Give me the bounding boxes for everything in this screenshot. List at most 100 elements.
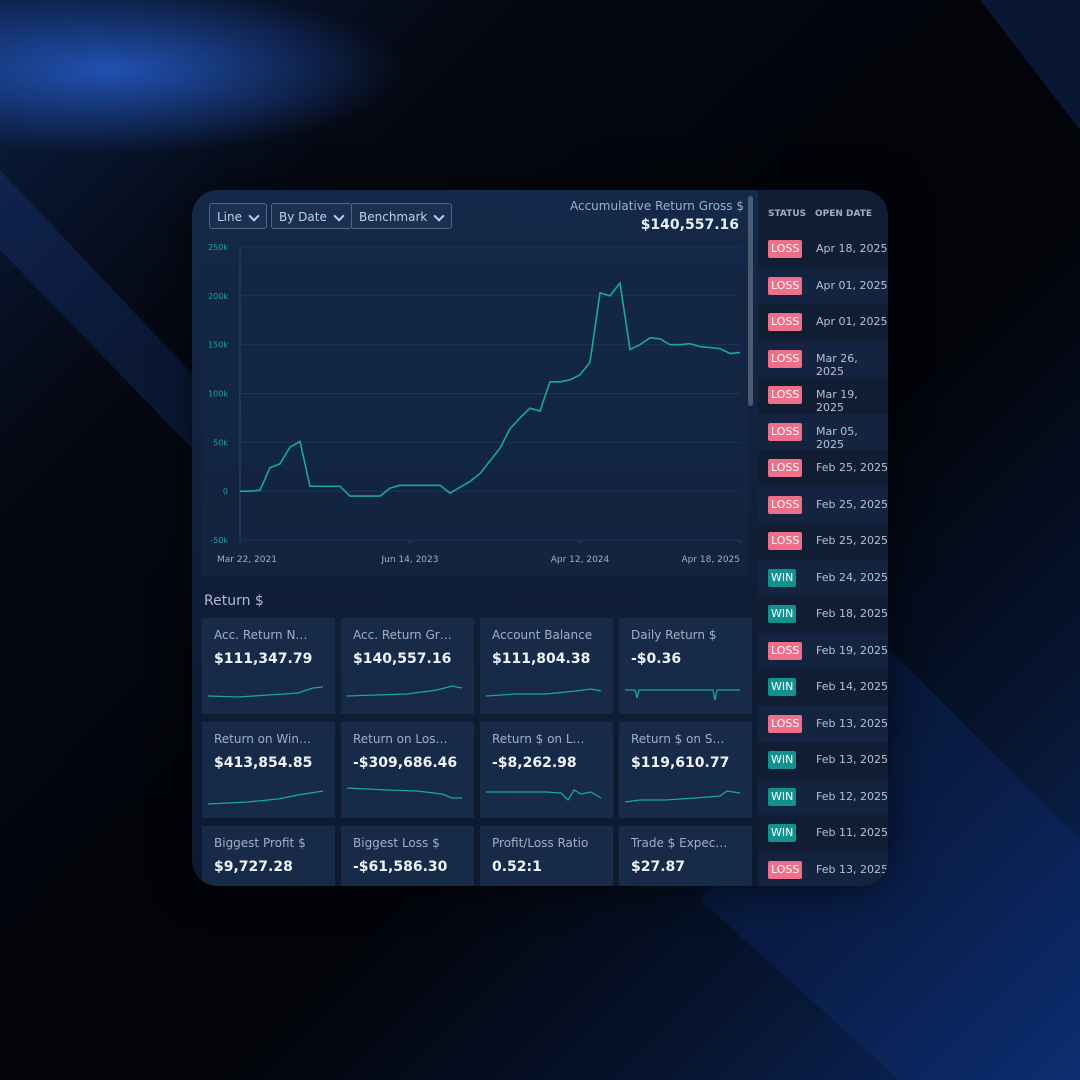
status-badge: LOSS — [768, 532, 803, 550]
stat-value: $9,727.28 — [214, 859, 293, 875]
stat-label: Acc. Return N… — [214, 628, 308, 642]
stat-label: Account Balance — [492, 628, 593, 642]
table-row: WIN Feb 24, 2025 — [758, 559, 888, 596]
stat-label: Return $ on S… — [631, 732, 725, 746]
y-tick-label: 50k — [213, 438, 228, 447]
table-row: LOSS Feb 25, 2025 — [758, 450, 888, 486]
open-date: Feb 24, 2025 — [816, 570, 888, 584]
status-badge: LOSS — [768, 386, 803, 404]
status-badge: WIN — [768, 787, 797, 806]
benchmark-dropdown[interactable]: Benchmark — [351, 203, 453, 229]
stat-value: -$0.36 — [631, 651, 682, 667]
stat-card: Daily Return $ -$0.36 — [619, 618, 752, 714]
open-date: Feb 13, 2025 — [816, 716, 888, 730]
x-tick-label: Apr 18, 2025 — [681, 555, 740, 565]
sparkline-path — [625, 689, 740, 701]
status-badge: LOSS — [768, 240, 803, 258]
stat-label: Return $ on L… — [492, 732, 585, 746]
status-badge: WIN — [768, 678, 797, 696]
stat-value: $111,804.38 — [492, 651, 591, 667]
stat-label: Biggest Loss $ — [353, 836, 440, 850]
line-chart: 250k 200k 150k 100k 50k 0 -50k Mar 22, 2021 Jun … — [208, 243, 741, 565]
stat-label: Daily Return $ — [631, 628, 717, 642]
stat-value: 0.52:1 — [492, 859, 542, 875]
y-tick-label: 150k — [208, 341, 228, 350]
stat-card: Trade $ Expec… $27.87 — [619, 826, 752, 886]
open-date: Feb 18, 2025 — [816, 607, 888, 620]
sparkline-path — [208, 790, 324, 805]
status-badge: WIN — [768, 824, 797, 842]
status-badge: LOSS — [768, 860, 803, 879]
table-row: LOSS Apr 01, 2025 — [758, 304, 888, 340]
open-date: Feb 11, 2025 — [816, 826, 888, 839]
status-badge: LOSS — [768, 422, 803, 441]
group-dropdown[interactable]: By Date — [271, 203, 352, 229]
stat-label: Trade $ Expec… — [631, 836, 728, 850]
table-row: LOSS Feb 25, 2025 — [758, 486, 888, 523]
x-tick-label: Jun 14, 2023 — [380, 555, 438, 565]
table-row: LOSS Apr 01, 2025 — [758, 267, 888, 304]
stat-card: Return on Win… $413,854.85 — [202, 722, 335, 818]
table-row: WIN Feb 11, 2025 — [758, 815, 888, 851]
status-badge: LOSS — [768, 276, 803, 295]
x-tick-label: Mar 22, 2021 — [217, 555, 277, 565]
stat-card: Account Balance $111,804.38 — [480, 618, 613, 714]
stat-card: Acc. Return N… $111,347.79 — [202, 618, 335, 714]
sparkline — [347, 787, 462, 799]
status-badge: LOSS — [768, 349, 803, 368]
stat-value: -$8,262.98 — [492, 755, 577, 771]
status-badge: LOSS — [768, 459, 803, 477]
chart-value: $140,557.16 — [640, 217, 739, 233]
sparkline — [486, 688, 602, 697]
table-row: LOSS Feb 13, 2025 — [758, 851, 888, 886]
open-date: Feb 25, 2025 — [816, 461, 888, 474]
stat-label: Return on Los… — [353, 732, 448, 746]
status-badge: WIN — [768, 568, 797, 587]
sparkline-path — [347, 787, 462, 799]
sparkline-path — [486, 789, 602, 802]
sparkline — [208, 790, 324, 805]
section-title: Return $ — [204, 593, 264, 609]
table-row: LOSS Feb 25, 2025 — [758, 523, 888, 559]
stat-value: $111,347.79 — [214, 651, 313, 667]
stat-card: Acc. Return Gr… $140,557.16 — [341, 618, 474, 714]
status-badge: LOSS — [768, 714, 803, 733]
table-row: LOSS Feb 13, 2025 — [758, 705, 888, 742]
sparkline — [486, 789, 602, 802]
stat-label: Profit/Loss Ratio — [492, 836, 589, 850]
stat-card: Biggest Profit $ $9,727.28 — [202, 826, 335, 886]
open-date: Feb 19, 2025 — [816, 643, 888, 657]
column-header[interactable]: OPEN DATE — [815, 209, 873, 219]
stat-card: Profit/Loss Ratio 0.52:1 — [480, 826, 613, 886]
dashboard-panel: Line By Date Benchmark Accumulative Retu… — [192, 190, 888, 886]
status-badge: LOSS — [768, 313, 803, 331]
y-tick-label: 200k — [208, 292, 228, 301]
sparkline-path — [625, 790, 741, 803]
status-badge: LOSS — [768, 641, 803, 660]
return-line — [240, 281, 741, 497]
scrollbar[interactable] — [748, 196, 753, 406]
table-row: WIN Feb 14, 2025 — [758, 669, 888, 705]
x-tick-label: Apr 12, 2024 — [551, 555, 610, 565]
type-dropdown[interactable]: Line — [209, 203, 268, 229]
chart-area: 250k 200k 150k 100k 50k 0 -50k Mar 22, 2021 Jun … — [202, 236, 748, 576]
stat-card: Return on Los… -$309,686.46 — [341, 722, 474, 818]
stat-label: Acc. Return Gr… — [353, 628, 452, 642]
y-tick-label: 100k — [208, 390, 228, 399]
y-tick-label: 0 — [223, 487, 228, 496]
sparkline — [625, 790, 741, 803]
open-date: Feb 12, 2025 — [816, 789, 888, 803]
stat-value: -$309,686.46 — [353, 755, 458, 771]
column-header[interactable]: STATUS — [768, 209, 807, 219]
open-date: Apr 01, 2025 — [816, 315, 888, 328]
open-date: Feb 25, 2025 — [816, 534, 888, 547]
y-tick-label: 250k — [208, 243, 228, 252]
sparkline — [208, 686, 324, 698]
trade-table: STATUS OPEN DATE LOSS Apr 18, 2025 LOSS Apr… — [758, 190, 888, 886]
table-row: WIN Feb 13, 2025 — [758, 742, 888, 778]
sparkline — [347, 685, 463, 697]
status-badge: WIN — [768, 605, 797, 623]
table-row: WIN Feb 18, 2025 — [758, 596, 888, 632]
stat-card: Biggest Loss $ -$61,586.30 — [341, 826, 474, 886]
stat-value: $119,610.77 — [631, 755, 730, 771]
